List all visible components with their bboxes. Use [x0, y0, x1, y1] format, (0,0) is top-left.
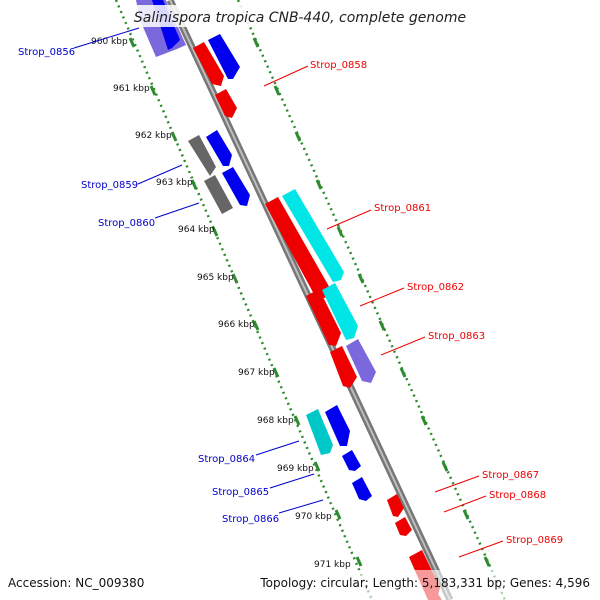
gene-arrow[interactable] — [306, 409, 333, 455]
tick-label: 964 kbp — [178, 225, 215, 235]
topology-summary: Topology: circular; Length: 5,183,331 bp… — [259, 576, 590, 590]
tick-label: 970 kbp — [295, 512, 332, 522]
tick-label: 965 kbp — [197, 273, 234, 283]
gene-arrow[interactable] — [208, 34, 240, 79]
tick-label: 962 kbp — [135, 131, 172, 141]
tick-label: 967 kbp — [238, 368, 275, 378]
map-title: Salinispora tropica CNB-440, complete ge… — [134, 10, 466, 26]
tick-label: 966 kbp — [218, 320, 255, 330]
gene-arrow[interactable] — [387, 494, 404, 517]
gene-arrow[interactable] — [265, 197, 331, 298]
gene-arrow[interactable] — [342, 450, 361, 471]
gene-label-strop-0866[interactable]: Strop_0866 — [222, 514, 279, 525]
gene-label-strop-0860[interactable]: Strop_0860 — [98, 218, 155, 229]
gene-arrow[interactable] — [330, 346, 357, 388]
left-tick-dashes — [128, 37, 363, 567]
gene-arrow[interactable] — [215, 89, 237, 118]
gene-arrow[interactable] — [352, 477, 372, 501]
title-backdrop — [136, 5, 466, 27]
gene-label-strop-0867[interactable]: Strop_0867 — [482, 470, 539, 481]
gene-label-strop-0859[interactable]: Strop_0859 — [81, 180, 138, 191]
tick-label: 968 kbp — [257, 416, 294, 426]
gene-label-strop-0868[interactable]: Strop_0868 — [489, 490, 546, 501]
left-gene-labels: Strop_0856 Strop_0859 Strop_0860 Strop_0… — [18, 27, 324, 525]
right-guide-line — [236, 0, 507, 600]
gene-label-strop-0865[interactable]: Strop_0865 — [212, 487, 269, 498]
gene-features — [136, 0, 442, 600]
gene-arrow[interactable] — [325, 405, 350, 446]
gene-arrow[interactable] — [395, 517, 412, 536]
gene-label-strop-0861[interactable]: Strop_0861 — [374, 203, 431, 214]
tick-label: 963 kbp — [156, 178, 193, 188]
gene-arrow[interactable] — [222, 167, 250, 206]
gene-arrow[interactable] — [346, 339, 376, 383]
footer-backdrop — [0, 570, 600, 600]
gene-arrow[interactable] — [204, 175, 233, 214]
gene-label-strop-0858[interactable]: Strop_0858 — [310, 60, 367, 71]
right-tick-dashes — [252, 37, 491, 567]
gene-arrow[interactable] — [206, 130, 232, 166]
gene-arrow[interactable] — [188, 135, 216, 176]
tick-label: 960 kbp — [91, 37, 128, 47]
gene-label-strop-0863[interactable]: Strop_0863 — [428, 331, 485, 342]
tick-label: 971 kbp — [314, 560, 351, 570]
right-gene-labels: Strop_0858 Strop_0861 Strop_0862 Strop_0… — [263, 60, 563, 558]
gene-label-strop-0862[interactable]: Strop_0862 — [407, 282, 464, 293]
tick-label: 961 kbp — [113, 84, 150, 94]
gene-label-strop-0856[interactable]: Strop_0856 — [18, 47, 75, 58]
gene-label-strop-0864[interactable]: Strop_0864 — [198, 454, 255, 465]
accession-text: Accession: NC_009380 — [8, 576, 144, 590]
gene-label-strop-0869[interactable]: Strop_0869 — [506, 535, 563, 546]
gene-arrow[interactable] — [282, 189, 344, 282]
gene-arrow[interactable] — [306, 289, 341, 346]
gene-arrow[interactable] — [322, 283, 358, 340]
left-guide-line — [114, 0, 374, 600]
gene-arrow[interactable] — [193, 42, 224, 86]
tick-label: 969 kbp — [277, 464, 314, 474]
